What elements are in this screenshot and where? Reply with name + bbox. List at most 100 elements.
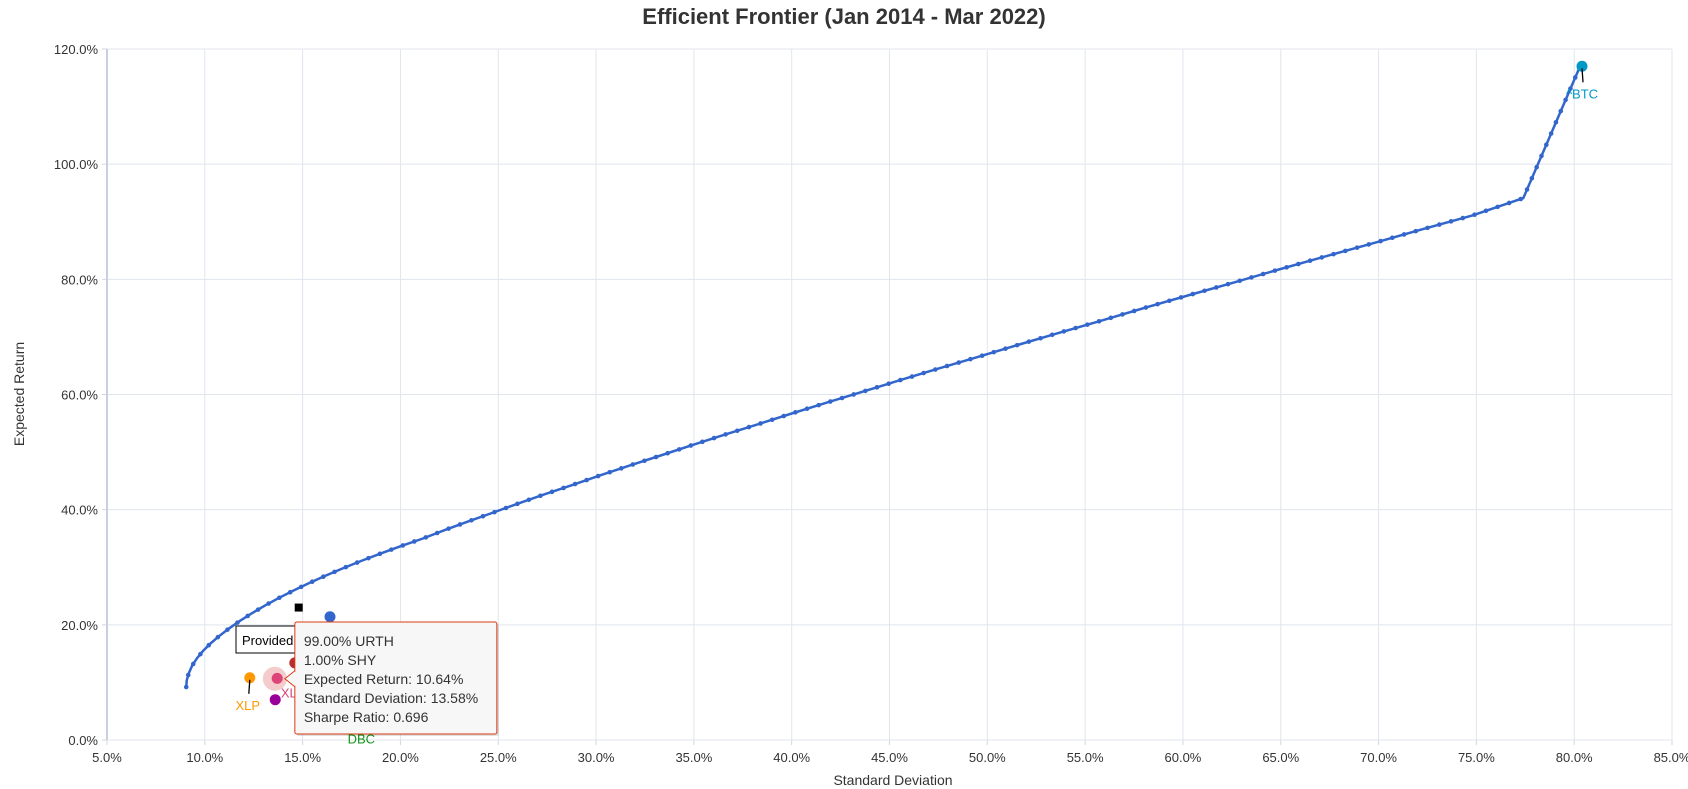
frontier-point xyxy=(366,555,371,561)
x-tick-label: 70.0% xyxy=(1360,750,1397,765)
frontier-point xyxy=(1354,245,1360,250)
frontier-point xyxy=(354,560,360,565)
frontier-point xyxy=(595,473,601,479)
frontier-point xyxy=(287,589,293,595)
asset-point xyxy=(244,672,256,684)
frontier-point xyxy=(266,601,271,606)
asset-point xyxy=(271,672,283,684)
tooltip-pointer xyxy=(284,670,296,688)
frontier-point xyxy=(245,613,250,619)
frontier-point xyxy=(1425,225,1430,231)
tooltip: 99.00% URTH 1.00% SHY Expected Return: 10.… xyxy=(284,621,499,736)
frontier-point xyxy=(1073,325,1078,331)
frontier-point xyxy=(1534,164,1539,170)
chart-title: Efficient Frontier (Jan 2014 - Mar 2022) xyxy=(642,4,1045,29)
frontier-point xyxy=(1436,222,1442,227)
frontier-point xyxy=(389,547,394,552)
frontier-line xyxy=(184,65,1582,688)
frontier-point xyxy=(1448,219,1454,224)
frontier-point xyxy=(781,413,787,419)
frontier-point xyxy=(897,377,903,383)
x-tick-label: 30.0% xyxy=(578,750,615,765)
frontier-point xyxy=(933,367,938,372)
frontier-point xyxy=(538,493,543,499)
frontier-point xyxy=(956,360,962,365)
frontier-point xyxy=(1331,251,1336,257)
frontier-point xyxy=(1319,255,1325,260)
frontier-point xyxy=(1120,312,1125,317)
frontier-point xyxy=(343,564,349,570)
frontier-point xyxy=(225,627,230,632)
frontier-point xyxy=(1178,295,1184,300)
frontier-point xyxy=(1460,215,1466,221)
asset-label-leader xyxy=(1581,68,1584,83)
frontier-point xyxy=(723,432,728,437)
x-tick-label: 80.0% xyxy=(1556,750,1593,765)
frontier-point xyxy=(1026,339,1032,344)
frontier-point xyxy=(804,406,810,412)
tooltip-line: Standard Deviation: 13.58% xyxy=(304,690,478,706)
y-tick-label: 80.0% xyxy=(61,272,98,287)
asset-label: ^BTC xyxy=(1566,86,1598,101)
frontier-point xyxy=(277,595,282,601)
frontier-point xyxy=(711,435,717,441)
asset-point xyxy=(269,694,281,706)
frontier-point xyxy=(944,363,950,369)
asset-point xyxy=(324,611,336,623)
frontier-point xyxy=(676,447,682,452)
frontier-point xyxy=(584,477,589,483)
frontier-point xyxy=(886,381,891,387)
x-tick-label: 20.0% xyxy=(382,750,419,765)
frontier-point xyxy=(198,651,203,657)
asset-point xyxy=(1576,60,1588,72)
frontier-point xyxy=(190,661,196,667)
frontier-point xyxy=(758,421,763,426)
frontier-point xyxy=(1572,75,1578,80)
frontier-point xyxy=(1544,142,1549,147)
asset-label-leader xyxy=(248,679,251,694)
frontier-point xyxy=(321,574,326,579)
frontier-point xyxy=(572,481,578,487)
frontier-point xyxy=(400,543,406,548)
x-tick-label: 60.0% xyxy=(1165,750,1202,765)
frontier-point xyxy=(1014,342,1020,348)
frontier-point xyxy=(909,374,915,379)
frontier-point xyxy=(1131,308,1137,314)
frontier-point xyxy=(1061,329,1067,334)
frontier-point xyxy=(700,439,705,445)
x-tick-label: 35.0% xyxy=(675,750,712,765)
tooltip-line: 99.00% URTH xyxy=(304,633,394,649)
frontier-point xyxy=(1003,346,1008,351)
frontier-point xyxy=(1038,335,1043,341)
frontier-point xyxy=(839,395,845,401)
frontier-point xyxy=(492,509,497,515)
frontier-point xyxy=(1401,232,1407,237)
frontier-point xyxy=(298,584,304,590)
frontier-point xyxy=(469,517,474,523)
x-tick-label: 5.0% xyxy=(92,750,122,765)
frontier-point xyxy=(1155,301,1160,307)
frontier-point xyxy=(1548,131,1554,136)
frontier-point xyxy=(1249,275,1254,280)
frontier-point xyxy=(1190,291,1196,297)
frontier-point xyxy=(1539,153,1544,159)
frontier-point xyxy=(1506,200,1512,206)
y-axis-title: Expected Return xyxy=(11,342,27,446)
frontier-point xyxy=(1553,119,1559,125)
frontier-point xyxy=(1563,97,1568,103)
x-tick-label: 40.0% xyxy=(773,750,810,765)
frontier-point xyxy=(457,522,463,527)
frontier-point xyxy=(411,539,417,544)
frontier-point xyxy=(1495,204,1500,210)
frontier-point xyxy=(235,620,240,625)
x-tick-label: 85.0% xyxy=(1654,750,1688,765)
frontier-point xyxy=(653,454,659,460)
frontier-point xyxy=(423,535,429,540)
x-tick-label: 15.0% xyxy=(284,750,321,765)
frontier-point xyxy=(1143,305,1149,310)
frontier-point xyxy=(665,450,670,456)
frontier-point xyxy=(1343,248,1348,254)
frontier-point xyxy=(1307,258,1313,264)
